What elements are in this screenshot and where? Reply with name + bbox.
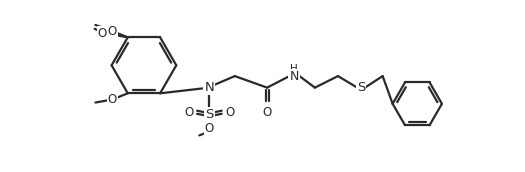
Text: O: O — [226, 106, 235, 119]
Text: O: O — [184, 106, 193, 119]
Text: H: H — [290, 64, 298, 74]
Text: O: O — [108, 93, 117, 106]
Text: S: S — [205, 108, 214, 121]
Text: O: O — [108, 25, 117, 38]
Text: N: N — [289, 70, 299, 83]
Text: O: O — [205, 122, 214, 135]
Text: S: S — [357, 81, 365, 94]
Text: O: O — [98, 27, 107, 40]
Text: N: N — [205, 81, 214, 94]
Text: O: O — [262, 106, 272, 119]
